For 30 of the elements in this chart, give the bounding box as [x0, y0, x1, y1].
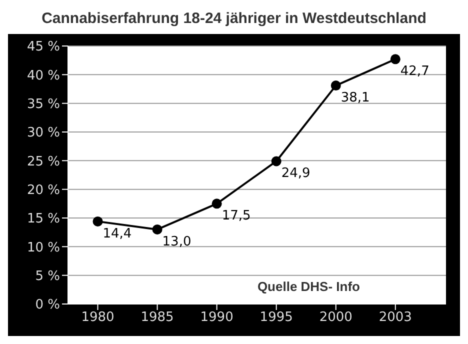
y-tick-label: 5 %	[35, 268, 60, 284]
data-label: 17,5	[222, 208, 251, 224]
data-label: 42,7	[400, 64, 430, 80]
x-tick-label: 1985	[140, 310, 174, 326]
y-tick-label: 25 %	[26, 154, 60, 170]
point	[390, 54, 400, 64]
y-tick-label: 35 %	[26, 96, 60, 112]
point	[92, 216, 103, 226]
y-tick-label: 45 %	[26, 40, 60, 55]
x-tick-label: 1990	[200, 310, 234, 326]
point	[271, 156, 282, 166]
y-tick-label: 15 %	[26, 212, 60, 227]
y-tick-label: 30 %	[26, 126, 60, 141]
chart-title: Cannabiserfahrung 18-24 jähriger in Westdeutschland	[40, 9, 428, 29]
data-label: 24,9	[281, 166, 310, 182]
x-tick-label: 1995	[260, 310, 293, 326]
point	[152, 224, 162, 234]
y-tick-label: 10 %	[26, 240, 60, 256]
x-tick-label: 2000	[319, 310, 352, 326]
point	[330, 80, 341, 91]
data-label: 38,1	[340, 90, 370, 106]
data-label: 14,4	[102, 226, 132, 242]
data-label: 13,0	[162, 234, 192, 250]
y-tick-label: 20 %	[26, 182, 60, 198]
x-tick-label: 2003	[378, 310, 412, 326]
annotation: Quelle DHS- Info	[257, 279, 360, 294]
y-tick-label: 40 %	[26, 68, 60, 84]
point	[212, 198, 222, 209]
x-tick-label: 1980	[81, 310, 114, 326]
y-tick-label: 0 %	[35, 298, 60, 313]
